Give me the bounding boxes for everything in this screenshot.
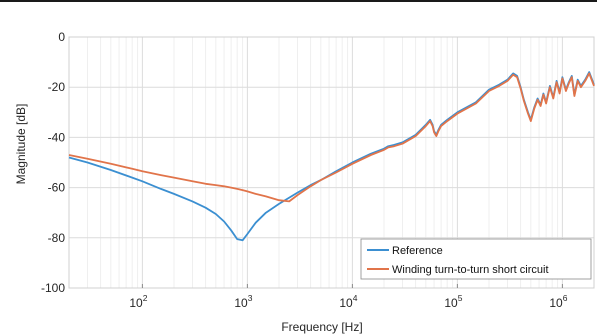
y-tick-label: 0 (58, 30, 65, 44)
legend: Reference Winding turn-to-turn short cir… (360, 238, 592, 280)
x-tick-label: 106 (549, 293, 567, 310)
x-axis-ticks: 102 103 104 105 106 (129, 284, 568, 310)
y-tick-label: -40 (48, 130, 66, 144)
legend-box (360, 238, 592, 280)
y-axis-ticks: 0 -20 -40 -60 -80 -100 (41, 30, 65, 295)
x-tick-label: 104 (339, 293, 357, 310)
top-border-line (0, 0, 597, 2)
x-axis-title: Frequency [Hz] (281, 320, 362, 334)
y-tick-label: -80 (48, 231, 66, 245)
legend-label-reference: Reference (392, 245, 443, 257)
y-axis-title: Magnitude [dB] (14, 104, 28, 185)
plot-area (68, 36, 595, 289)
minor-grid (68, 37, 595, 288)
series-line-reference (68, 71, 595, 242)
legend-label-short-circuit: Winding turn-to-turn short circuit (392, 264, 549, 276)
y-tick-label: -60 (48, 181, 66, 195)
y-tick-label: -100 (41, 281, 65, 295)
x-tick-label: 102 (129, 293, 147, 310)
x-tick-label: 103 (234, 293, 252, 310)
series-layer (68, 71, 595, 242)
series-line-short-circuit (68, 72, 595, 203)
x-tick-label: 105 (444, 293, 462, 310)
y-tick-label: -20 (48, 80, 66, 94)
